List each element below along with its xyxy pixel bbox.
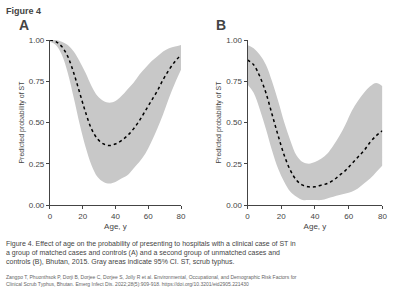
svg-text:80: 80 — [177, 212, 186, 221]
svg-text:A: A — [19, 17, 29, 33]
svg-text:1.00: 1.00 — [29, 36, 45, 45]
svg-text:Predicted probability of ST: Predicted probability of ST — [215, 81, 223, 164]
svg-text:B: B — [216, 17, 226, 33]
svg-text:80: 80 — [378, 212, 387, 221]
svg-text:0.50: 0.50 — [226, 118, 242, 127]
svg-text:0.25: 0.25 — [29, 160, 45, 169]
svg-text:0.00: 0.00 — [29, 201, 45, 210]
svg-text:60: 60 — [344, 212, 353, 221]
svg-text:0: 0 — [48, 212, 53, 221]
svg-text:Figure 4: Figure 4 — [6, 6, 41, 16]
svg-text:Zangpo T, Phuonthsok P, Dorji: Zangpo T, Phuonthsok P, Dorji B, Dorjee … — [6, 274, 297, 287]
svg-text:0.75: 0.75 — [226, 77, 242, 86]
svg-text:20: 20 — [78, 212, 87, 221]
svg-text:Age, y: Age, y — [104, 222, 127, 231]
svg-text:Age, y: Age, y — [304, 222, 327, 231]
svg-text:0.00: 0.00 — [226, 201, 242, 210]
svg-text:40: 40 — [111, 212, 120, 221]
svg-text:0.75: 0.75 — [29, 77, 45, 86]
svg-text:0.25: 0.25 — [226, 160, 242, 169]
svg-text:0.50: 0.50 — [29, 118, 45, 127]
svg-text:Figure 4. Effect of age on the: Figure 4. Effect of age on the probabili… — [6, 240, 296, 266]
svg-text:20: 20 — [277, 212, 286, 221]
svg-text:1.00: 1.00 — [226, 36, 242, 45]
svg-text:Predicted probability of ST: Predicted probability of ST — [18, 81, 26, 164]
svg-text:40: 40 — [310, 212, 319, 221]
svg-text:60: 60 — [144, 212, 153, 221]
svg-text:0: 0 — [245, 212, 250, 221]
